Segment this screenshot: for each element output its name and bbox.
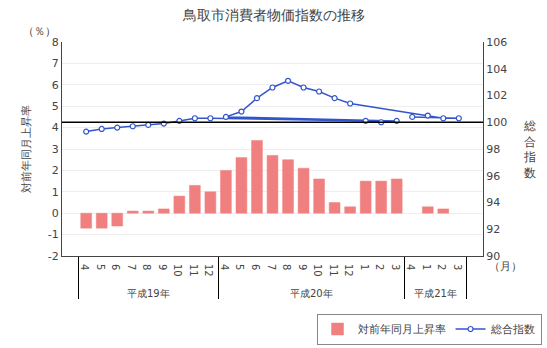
svg-text:3: 3	[390, 264, 401, 270]
svg-text:9: 9	[297, 264, 308, 270]
svg-text:9: 9	[157, 264, 168, 270]
svg-text:8: 8	[281, 264, 292, 270]
svg-text:8: 8	[141, 264, 152, 270]
svg-text:7: 7	[126, 264, 137, 270]
svg-text:4: 4	[52, 121, 59, 134]
svg-text:平成19年: 平成19年	[127, 288, 170, 299]
svg-text:7: 7	[52, 57, 59, 70]
svg-text:（月）: （月）	[489, 260, 522, 273]
svg-text:102: 102	[486, 89, 507, 102]
svg-text:（％）: （％）	[23, 25, 56, 38]
svg-text:-1: -1	[48, 228, 59, 241]
svg-text:6: 6	[52, 79, 59, 92]
svg-text:100: 100	[486, 116, 507, 129]
svg-text:4: 4	[219, 264, 230, 270]
svg-text:3: 3	[52, 143, 59, 156]
svg-text:7: 7	[266, 264, 277, 270]
svg-text:94: 94	[486, 196, 500, 209]
svg-text:平成20年: 平成20年	[290, 288, 333, 299]
svg-text:対前年同月上昇率: 対前年同月上昇率	[20, 105, 33, 193]
svg-text:3: 3	[452, 264, 463, 270]
svg-text:5: 5	[52, 100, 59, 113]
svg-text:10: 10	[172, 264, 183, 277]
svg-text:6: 6	[250, 264, 261, 270]
svg-text:鳥取市消費者物価指数の推移: 鳥取市消費者物価指数の推移	[182, 7, 365, 23]
svg-text:2: 2	[52, 164, 59, 177]
svg-text:10: 10	[312, 264, 323, 277]
svg-text:平成21年: 平成21年	[414, 288, 457, 299]
svg-text:-2: -2	[48, 250, 59, 263]
svg-text:92: 92	[486, 223, 500, 236]
svg-text:5: 5	[234, 264, 245, 270]
svg-text:5: 5	[95, 264, 106, 270]
svg-text:1: 1	[52, 186, 59, 199]
svg-text:1: 1	[421, 264, 432, 270]
svg-text:11: 11	[328, 264, 339, 277]
svg-text:2: 2	[374, 264, 385, 270]
svg-text:2: 2	[436, 264, 447, 270]
svg-text:106: 106	[486, 36, 507, 49]
svg-text:12: 12	[203, 264, 214, 277]
svg-text:11: 11	[188, 264, 199, 277]
svg-text:8: 8	[52, 36, 59, 49]
svg-text:対前年同月上昇率: 対前年同月上昇率	[358, 323, 446, 336]
svg-text:96: 96	[486, 170, 500, 183]
svg-text:1: 1	[359, 264, 370, 270]
svg-text:0: 0	[52, 207, 59, 220]
svg-text:4: 4	[405, 264, 416, 270]
svg-text:98: 98	[486, 143, 500, 156]
svg-text:総合指数: 総合指数	[523, 119, 536, 180]
svg-text:総合指数: 総合指数	[490, 323, 535, 336]
svg-text:104: 104	[486, 63, 507, 76]
svg-text:90: 90	[486, 250, 500, 263]
svg-text:4: 4	[79, 264, 90, 270]
svg-text:12: 12	[343, 264, 354, 277]
svg-text:6: 6	[110, 264, 121, 270]
